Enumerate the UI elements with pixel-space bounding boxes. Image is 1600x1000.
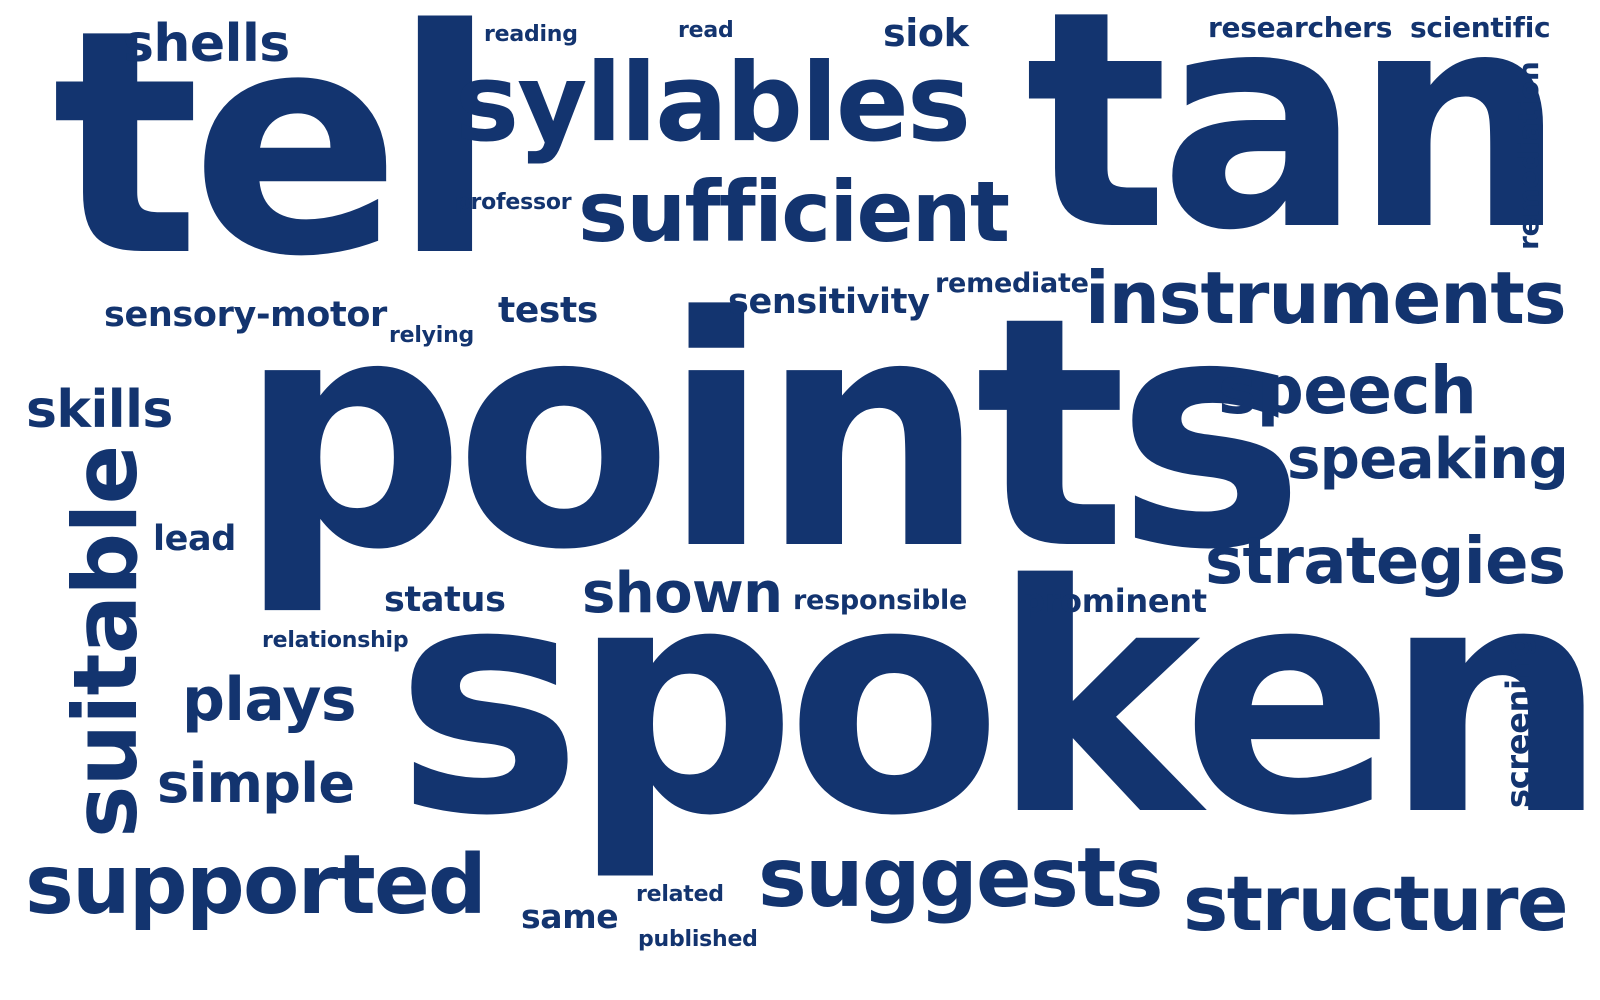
- word-simple: simple: [157, 752, 355, 815]
- word-structure: structure: [1183, 859, 1569, 948]
- word-speech: speech: [1218, 352, 1477, 429]
- word-instruments: instruments: [1085, 256, 1567, 340]
- word-syllables: syllables: [455, 41, 971, 166]
- word-sensory-motor: sensory-motor: [104, 295, 387, 335]
- word-remediate: remediate: [935, 268, 1089, 299]
- word-read: read: [678, 18, 734, 43]
- word-responsible: responsible: [793, 585, 968, 616]
- word-strategies: strategies: [1205, 525, 1566, 599]
- word-points: points: [238, 249, 1305, 619]
- word-speaking: speaking: [1287, 427, 1569, 492]
- word-related: related: [636, 882, 724, 907]
- word-professor: professor: [455, 190, 572, 215]
- word-published: published: [638, 927, 758, 952]
- word-scientific: scientific: [1410, 11, 1551, 44]
- word-tel: tel: [52, 0, 498, 325]
- word-sufficient: sufficient: [578, 163, 1010, 261]
- word-supported: supported: [25, 838, 487, 933]
- word-tests: tests: [498, 290, 598, 331]
- word-tan: tan: [1025, 0, 1566, 296]
- word-prominent: prominent: [1022, 582, 1207, 620]
- word-same: same: [521, 897, 619, 936]
- word-researchers: researchers: [1208, 11, 1393, 44]
- word-remediation: remediation: [1512, 61, 1545, 250]
- word-relationship: relationship: [262, 628, 409, 653]
- word-suitable: suitable: [54, 445, 157, 838]
- word-screening: screening: [1499, 634, 1537, 808]
- word-relying: relying: [389, 323, 475, 348]
- word-suggests: suggests: [758, 831, 1164, 926]
- word-spoken: spoken: [395, 519, 1600, 885]
- word-siok: siok: [883, 11, 969, 55]
- word-status: status: [384, 580, 506, 620]
- word-skills: skills: [26, 380, 173, 440]
- word-sensitivity: sensitivity: [728, 282, 930, 322]
- word-shown: shown: [582, 561, 783, 626]
- word-plays: plays: [182, 665, 357, 735]
- word-shells: shells: [123, 14, 290, 74]
- word-lead: lead: [153, 519, 237, 559]
- word-reading: reading: [484, 22, 578, 47]
